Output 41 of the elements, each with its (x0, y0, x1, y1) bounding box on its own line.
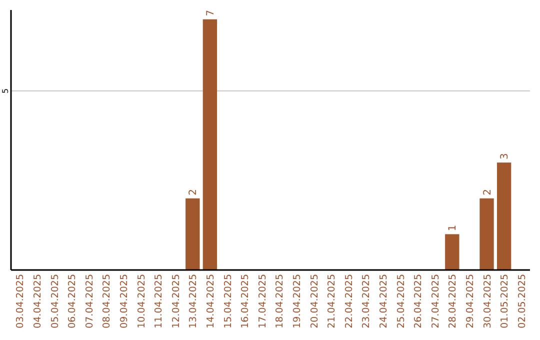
x-tick-label: 26.04.2025 (413, 274, 424, 328)
bar (496, 162, 512, 270)
x-tick-label: 09.04.2025 (118, 274, 130, 328)
x-tick-label: 07.04.2025 (84, 274, 96, 328)
x-tick-label: 11.04.2025 (154, 274, 165, 328)
bar (202, 19, 218, 270)
bar (445, 234, 460, 270)
y-tick-label: 5 (1, 88, 10, 94)
x-tick-label: 23.04.2025 (361, 274, 372, 328)
x-tick-label: 25.04.2025 (396, 274, 407, 328)
x-tick-label: 28.04.2025 (448, 274, 459, 328)
x-tick-label: 10.04.2025 (136, 274, 148, 328)
data-label: 7 (205, 10, 216, 16)
x-tick-label: 05.04.2025 (50, 274, 61, 328)
data-label: 2 (482, 189, 494, 196)
x-tick-label: 19.04.2025 (292, 274, 303, 328)
x-tick-label: 22.04.2025 (344, 274, 355, 328)
x-tick-label: 14.04.2025 (205, 274, 216, 328)
x-tick-label: 24.04.2025 (378, 274, 390, 328)
x-tick-label: 15.04.2025 (222, 274, 234, 328)
bar (186, 198, 200, 270)
data-label: 1 (448, 224, 459, 232)
x-tick-label: 01.05.2025 (500, 274, 511, 328)
x-tick-label: 27.04.2025 (430, 274, 442, 328)
x-tick-label: 04.04.2025 (32, 274, 44, 328)
x-tick-label: 20.04.2025 (309, 274, 320, 328)
x-tick-label: 08.04.2025 (102, 274, 113, 328)
data-label: 3 (500, 153, 511, 160)
x-tick-label: 18.04.2025 (274, 274, 286, 328)
x-tick-label: 02.05.2025 (516, 274, 528, 328)
x-tick-label: 12.04.2025 (170, 274, 182, 328)
bar (480, 198, 494, 270)
data-label: 2 (188, 189, 200, 196)
x-tick-label: 16.04.2025 (240, 274, 252, 328)
x-tick-label: 13.04.2025 (188, 274, 200, 328)
x-tick-label: 21.04.2025 (326, 274, 338, 328)
x-tick-label: 29.04.2025 (464, 274, 476, 328)
x-tick-label: 03.04.2025 (15, 274, 26, 328)
x-tick-label: 06.04.2025 (67, 274, 78, 328)
x-tick-label: 30.04.2025 (482, 274, 494, 328)
x-tick-label: 17.04.2025 (257, 274, 268, 328)
